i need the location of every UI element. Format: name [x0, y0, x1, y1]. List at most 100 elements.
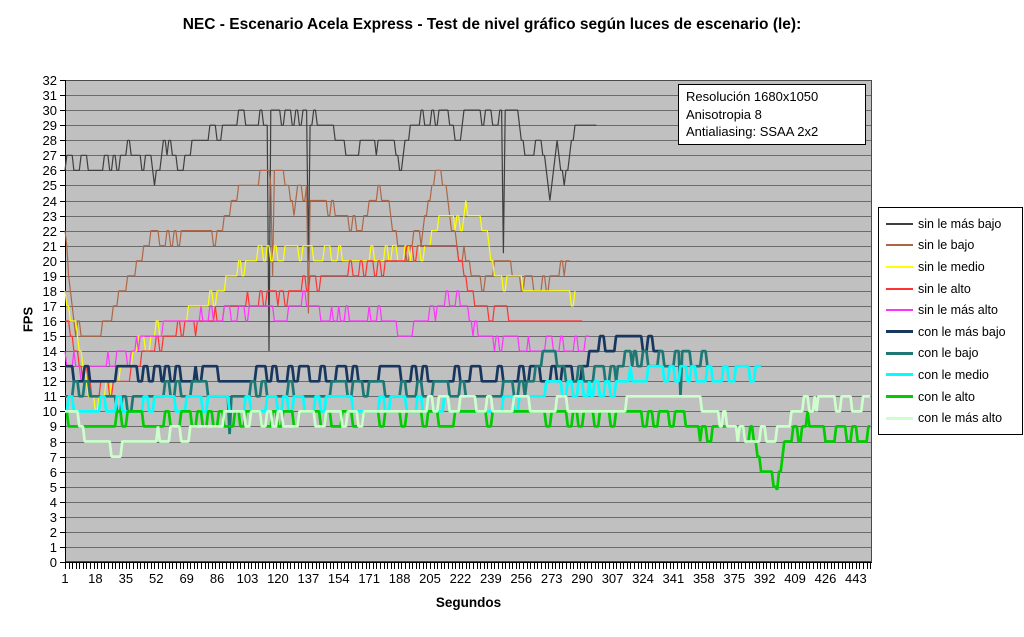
series-line-sin-le-más-bajo	[64, 109, 597, 352]
legend-item: con le más bajo	[886, 321, 1020, 343]
x-tick-label: 273	[541, 571, 563, 586]
y-tick-label: 15	[43, 329, 57, 344]
y-tick-label: 1	[50, 540, 57, 555]
x-tick-label: 222	[450, 571, 472, 586]
legend-label: sin le bajo	[918, 238, 975, 253]
legend-item: con le más alto	[886, 407, 1020, 429]
y-tick-label: 27	[43, 148, 57, 163]
y-tick-label: 21	[43, 239, 57, 254]
legend-label: con le más bajo	[918, 324, 1006, 339]
series-line-sin-le-más-alto	[64, 290, 590, 382]
x-tick-label: 307	[602, 571, 624, 586]
legend-label: sin le más bajo	[918, 216, 1002, 231]
legend-item: sin le alto	[886, 278, 1020, 300]
x-tick-label: 52	[149, 571, 163, 586]
legend-line-sample	[886, 395, 913, 399]
y-tick-label: 9	[50, 419, 57, 434]
legend-label: sin le medio	[918, 259, 985, 274]
legend-line-sample	[886, 309, 913, 312]
x-tick-label: 324	[632, 571, 654, 586]
legend-item: sin le más bajo	[886, 213, 1020, 235]
y-tick-label: 3	[50, 510, 57, 525]
y-tick-label: 18	[43, 284, 57, 299]
x-tick-label: 341	[663, 571, 685, 586]
y-axis-title: FPS	[20, 306, 36, 333]
legend-label: con le medio	[918, 367, 989, 382]
y-tick-label: 29	[43, 118, 57, 133]
y-tick-label: 20	[43, 254, 57, 269]
y-tick-label: 30	[43, 103, 57, 118]
x-tick-label: 205	[419, 571, 441, 586]
legend-line-sample	[886, 265, 913, 268]
series-line-sin-le-alto	[65, 245, 583, 397]
y-tick-label: 14	[43, 344, 57, 359]
y-tick-label: 2	[50, 525, 57, 540]
y-tick-label: 4	[50, 495, 57, 510]
y-tick-label: 31	[43, 88, 57, 103]
x-tick-label: 375	[723, 571, 745, 586]
x-tick-label: 154	[328, 571, 350, 586]
y-tick-label: 6	[50, 465, 57, 480]
chart-title: NEC - Escenario Acela Express - Test de …	[182, 16, 802, 33]
legend-line-sample	[886, 373, 913, 377]
y-tick-label: 0	[50, 555, 57, 570]
x-tick-label: 18	[88, 571, 102, 586]
legend-line-sample	[886, 351, 913, 355]
legend-label: con le bajo	[918, 346, 979, 361]
y-tick-label: 24	[43, 194, 57, 209]
x-tick-label: 120	[267, 571, 289, 586]
legend-item: con le bajo	[886, 343, 1020, 365]
legend-label: con le alto	[918, 389, 975, 404]
y-tick-label: 32	[43, 73, 57, 88]
legend-line-sample	[886, 222, 913, 225]
x-axis-title: Segundos	[435, 595, 502, 610]
x-tick-label: 392	[754, 571, 776, 586]
y-tick-label: 5	[50, 480, 57, 495]
y-tick-label: 12	[43, 374, 57, 389]
x-tick-label: 103	[237, 571, 259, 586]
x-tick-label: 239	[480, 571, 502, 586]
annotation-line-anisotropy: Anisotropia 8	[686, 106, 762, 122]
x-tick-label: 426	[815, 571, 837, 586]
legend-label: sin le más alto	[918, 303, 998, 318]
legend-line-sample	[886, 287, 913, 290]
x-tick-label: 443	[845, 571, 867, 586]
x-tick-label: 86	[210, 571, 224, 586]
legend-item: con le medio	[886, 364, 1020, 386]
x-tick-label: 290	[571, 571, 593, 586]
x-tick-label: 188	[389, 571, 411, 586]
x-tick-label: 256	[510, 571, 532, 586]
legend-item: sin le bajo	[886, 235, 1020, 257]
y-tick-label: 8	[50, 435, 57, 450]
x-tick-label: 137	[298, 571, 320, 586]
legend: sin le más bajo sin le bajo sin le medio si…	[878, 207, 1023, 435]
y-tick-label: 7	[50, 450, 57, 465]
y-tick-label: 16	[43, 314, 57, 329]
x-tick-label: 35	[119, 571, 133, 586]
series-line-sin-le-medio	[64, 200, 576, 412]
annotation-line-antialiasing: Antialiasing: SSAA 2x2	[686, 124, 819, 139]
x-tick-label: 69	[179, 571, 193, 586]
x-tick-label: 409	[784, 571, 806, 586]
y-tick-label: 17	[43, 299, 57, 314]
x-tick-label: 171	[358, 571, 380, 586]
y-tick-label: 10	[43, 404, 57, 419]
y-tick-label: 13	[43, 359, 57, 374]
y-tick-label: 11	[44, 389, 58, 404]
x-tick-label: 358	[693, 571, 715, 586]
legend-item: sin le medio	[886, 256, 1020, 278]
legend-line-sample	[886, 330, 913, 334]
annotation-box: Resolución 1680x1050 Anisotropia 8 Antia…	[678, 84, 866, 145]
legend-item: con le alto	[886, 386, 1020, 408]
series-line-con-le-más-alto	[65, 394, 871, 458]
legend-label: con le más alto	[918, 411, 1003, 426]
legend-line-sample	[886, 244, 913, 247]
y-tick-label: 19	[43, 269, 57, 284]
y-tick-label: 25	[43, 178, 57, 193]
annotation-line-resolution: Resolución 1680x1050	[686, 89, 819, 104]
x-tick-label: 1	[61, 571, 68, 586]
y-tick-label: 23	[43, 209, 57, 224]
legend-line-sample	[886, 416, 913, 420]
